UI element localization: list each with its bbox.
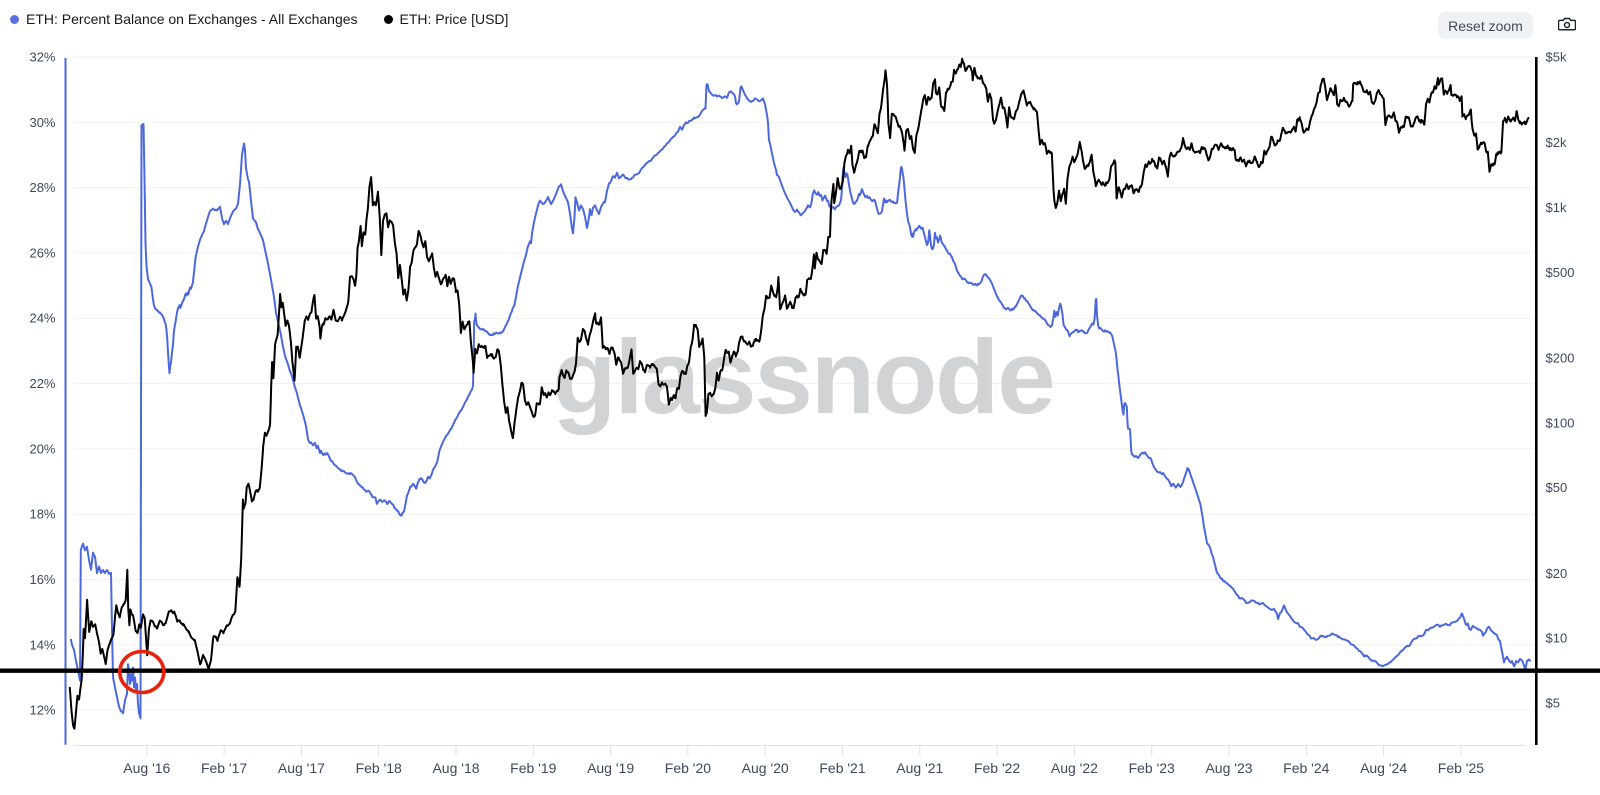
svg-text:Feb '19: Feb '19 (510, 760, 556, 776)
svg-text:Aug '22: Aug '22 (1051, 760, 1098, 776)
svg-text:Feb '22: Feb '22 (974, 760, 1020, 776)
svg-text:Aug '19: Aug '19 (587, 760, 634, 776)
svg-text:$50: $50 (1546, 480, 1568, 495)
svg-text:Aug '16: Aug '16 (123, 760, 170, 776)
svg-text:20%: 20% (29, 441, 55, 456)
svg-text:Feb '21: Feb '21 (819, 760, 865, 776)
svg-text:$5: $5 (1546, 696, 1560, 711)
svg-text:$500: $500 (1546, 265, 1575, 280)
svg-text:$1k: $1k (1546, 200, 1567, 215)
svg-text:glassnode: glassnode (552, 319, 1053, 436)
svg-text:Feb '24: Feb '24 (1283, 760, 1329, 776)
svg-text:$5k: $5k (1546, 50, 1567, 65)
svg-text:Feb '20: Feb '20 (665, 760, 711, 776)
svg-text:Feb '18: Feb '18 (356, 760, 402, 776)
svg-text:22%: 22% (29, 376, 55, 391)
svg-text:12%: 12% (29, 703, 55, 718)
svg-text:28%: 28% (29, 180, 55, 195)
svg-text:24%: 24% (29, 311, 55, 326)
svg-text:32%: 32% (29, 50, 55, 65)
svg-text:$100: $100 (1546, 415, 1575, 430)
svg-text:Aug '24: Aug '24 (1360, 760, 1407, 776)
svg-text:$2k: $2k (1546, 135, 1567, 150)
svg-text:$20: $20 (1546, 566, 1568, 581)
svg-text:Feb '25: Feb '25 (1438, 760, 1484, 776)
svg-text:Aug '18: Aug '18 (432, 760, 479, 776)
svg-text:$10: $10 (1546, 631, 1568, 646)
svg-text:$200: $200 (1546, 351, 1575, 366)
svg-text:Aug '20: Aug '20 (742, 760, 789, 776)
svg-text:18%: 18% (29, 507, 55, 522)
svg-text:Aug '21: Aug '21 (896, 760, 943, 776)
svg-text:26%: 26% (29, 245, 55, 260)
svg-text:30%: 30% (29, 115, 55, 130)
svg-text:14%: 14% (29, 637, 55, 652)
svg-text:16%: 16% (29, 572, 55, 587)
svg-text:Feb '23: Feb '23 (1129, 760, 1175, 776)
svg-text:Aug '17: Aug '17 (278, 760, 325, 776)
svg-text:Aug '23: Aug '23 (1205, 760, 1252, 776)
svg-text:Feb '17: Feb '17 (201, 760, 247, 776)
